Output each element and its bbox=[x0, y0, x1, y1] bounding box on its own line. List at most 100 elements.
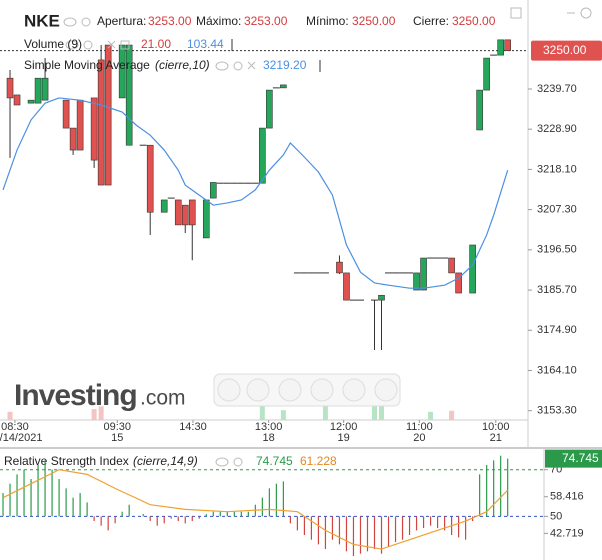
candle-body bbox=[202, 199, 210, 239]
more-icon[interactable] bbox=[120, 40, 130, 50]
candle-body bbox=[343, 272, 350, 301]
ohlc-value: 3253.00 bbox=[148, 14, 192, 28]
x-tick-label: 13:00 bbox=[255, 421, 283, 433]
candle-body bbox=[259, 127, 266, 184]
x-tick-label: 11:00 bbox=[406, 421, 433, 433]
volume-bar bbox=[98, 406, 104, 420]
scroll-left-button[interactable] bbox=[217, 378, 241, 402]
settings-icon[interactable] bbox=[83, 40, 93, 50]
y-tick-label: 3196.50 bbox=[537, 244, 577, 256]
x-tick-date: 18 bbox=[263, 432, 275, 444]
candle-body bbox=[6, 77, 14, 99]
candle-body bbox=[97, 59, 105, 186]
ohlc-name: Máximo: bbox=[196, 14, 241, 28]
candle-body bbox=[448, 257, 455, 274]
close-icon[interactable] bbox=[107, 40, 116, 49]
volume-bar bbox=[449, 410, 455, 420]
zoom-out-button[interactable] bbox=[246, 378, 270, 402]
rsi-tick-label: 50 bbox=[550, 510, 562, 522]
volume-bar bbox=[7, 411, 13, 420]
ohlc-value: 3253.00 bbox=[244, 14, 288, 28]
x-tick-label: 09:30 bbox=[103, 421, 131, 433]
y-tick-label: 3164.10 bbox=[537, 364, 577, 376]
candle-body bbox=[476, 89, 483, 131]
toolbar-bg bbox=[213, 373, 401, 407]
candle-body bbox=[266, 89, 273, 129]
x-tick-date: 21 bbox=[490, 432, 502, 444]
candle-body bbox=[378, 294, 385, 301]
candle-body bbox=[90, 97, 98, 161]
candle-body bbox=[455, 272, 462, 294]
eye-icon[interactable] bbox=[63, 17, 77, 27]
volume-bar bbox=[379, 402, 385, 420]
eye-icon[interactable] bbox=[65, 40, 79, 50]
eye-icon[interactable] bbox=[215, 457, 229, 467]
fit-button[interactable] bbox=[342, 378, 366, 402]
ohlc-value: 3250.00 bbox=[452, 14, 496, 28]
y-tick-label: 3239.70 bbox=[537, 83, 577, 95]
rsi-signal-line bbox=[2, 469, 509, 550]
close-icon[interactable] bbox=[247, 61, 256, 70]
x-tick-label: 10:00 bbox=[482, 421, 510, 433]
y-tick-label: 3207.30 bbox=[537, 204, 577, 216]
y-tick-label: 3153.30 bbox=[537, 405, 577, 417]
y-tick-label: 3228.90 bbox=[537, 123, 577, 135]
sma-line bbox=[2, 97, 509, 289]
rsi-last-tag bbox=[545, 449, 602, 468]
candle-body bbox=[413, 272, 420, 291]
rsi-name: Relative Strength Index bbox=[4, 454, 129, 468]
candle-body bbox=[160, 199, 168, 213]
rsi-tick-label: 58.416 bbox=[550, 491, 584, 503]
candle-body bbox=[41, 77, 49, 101]
x-tick-label: 08:30 bbox=[1, 421, 29, 433]
rsi-last-label: 74.745 bbox=[562, 451, 599, 465]
ohlc-name: Cierre: bbox=[413, 14, 449, 28]
volume-name: Volume (9) bbox=[24, 37, 82, 51]
candle-body bbox=[504, 39, 511, 51]
zoom-in-button[interactable] bbox=[278, 378, 302, 402]
volume-bar bbox=[259, 406, 265, 420]
x-tick-label: 14:30 bbox=[179, 421, 207, 433]
rsi-signal-last: 61.228 bbox=[300, 454, 337, 468]
eye-icon[interactable] bbox=[215, 61, 229, 71]
settings-icon[interactable] bbox=[81, 17, 91, 27]
candle-body bbox=[69, 127, 77, 151]
candle-body bbox=[280, 84, 287, 89]
candle-body bbox=[34, 77, 42, 104]
settings-icon[interactable] bbox=[580, 7, 592, 19]
settings-icon[interactable] bbox=[233, 61, 243, 71]
volume-ma: 103.44 bbox=[187, 37, 224, 51]
x-tick-date: 15 bbox=[111, 432, 123, 444]
ohlc-name: Apertura: bbox=[97, 14, 146, 28]
watermark: Investing bbox=[14, 379, 137, 412]
volume-bar bbox=[280, 410, 286, 420]
rsi-last: 74.745 bbox=[256, 454, 293, 468]
candle-body bbox=[104, 44, 112, 186]
x-tick-date: 20 bbox=[413, 432, 425, 444]
sma-name: Simple Moving Average bbox=[24, 58, 150, 72]
candle-body bbox=[62, 99, 70, 129]
y-tick-label: 3174.90 bbox=[537, 324, 577, 336]
y-tick-label: 3218.10 bbox=[537, 163, 577, 175]
last-price-label: 3250.00 bbox=[543, 43, 587, 57]
candle-body bbox=[146, 144, 154, 213]
x-tick-label: 12:00 bbox=[330, 421, 358, 433]
candle-body bbox=[181, 204, 189, 226]
candle-body bbox=[420, 257, 427, 291]
sma-last: 3219.20 bbox=[263, 58, 307, 72]
scroll-right-button[interactable] bbox=[374, 378, 398, 402]
y-tick-label: 3185.70 bbox=[537, 284, 577, 296]
volume-last: 21.00 bbox=[141, 37, 171, 51]
candle-body bbox=[209, 182, 217, 199]
watermark-suffix: .com bbox=[140, 387, 186, 410]
settings-icon[interactable] bbox=[233, 457, 243, 467]
candle-body bbox=[497, 39, 504, 56]
x-tick-date: 10/14/2021 bbox=[0, 432, 42, 444]
maximize-icon[interactable] bbox=[510, 7, 522, 19]
plot-area bbox=[0, 39, 528, 420]
reset-button[interactable] bbox=[310, 378, 334, 402]
candle-body bbox=[118, 44, 126, 99]
